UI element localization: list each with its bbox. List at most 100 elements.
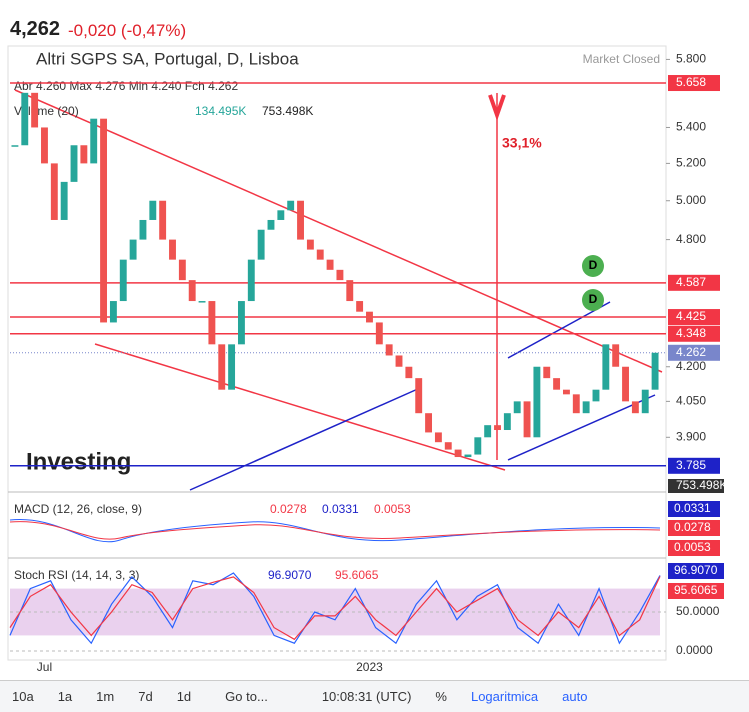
y-tick-label: 4.200 [676,359,706,373]
candle [277,210,285,220]
candle [70,145,78,182]
candle [543,366,551,379]
stoch-value: 96.9070 [268,568,312,582]
toolbar-button[interactable]: 10:08:31 (UTC) [321,689,412,704]
y-tick-label: 4.800 [676,232,706,246]
candle [454,449,462,458]
marker-label: D [589,258,598,272]
y-tick-label: 5.000 [676,193,706,207]
candle [494,425,501,431]
marker [582,255,604,277]
toolbar-button[interactable]: Logaritmica [470,689,539,704]
candle [306,239,314,250]
candle [464,454,472,458]
frame [7,45,667,661]
candle [415,378,423,414]
toolbar-button[interactable]: Go to... [225,689,268,704]
candle [582,401,590,414]
toolbar-button[interactable]: auto [562,689,588,704]
candle [169,239,176,260]
level-tag [668,75,720,92]
toolbar-button[interactable]: 7d [138,689,153,704]
candle [267,219,275,230]
candle [188,280,196,302]
candle [622,366,629,402]
vol-tag [668,479,724,493]
y-tick-label: 5.400 [676,120,706,134]
candle [60,181,68,220]
marker-label: D [589,292,598,306]
macd-value: 0.0053 [374,502,411,516]
candle [287,200,295,211]
candle [90,118,98,164]
level-label: 5.658 [676,75,706,89]
candle [100,118,108,323]
candle [651,352,659,390]
toolbar-button[interactable]: 1a [57,689,73,704]
axis-tag [668,540,720,556]
candle [572,394,580,414]
candle [385,344,393,356]
candle [109,301,117,323]
candle [641,389,649,414]
level-label: 4.348 [676,326,706,340]
candle [631,401,639,414]
axis-tag-label: 0.0053 [674,540,711,554]
level-tag [668,457,720,474]
x-tick-label: 2023 [356,660,383,674]
level-tag [668,309,720,326]
candle [562,389,570,395]
candle [119,259,127,302]
macd-value: 0.0278 [270,502,307,516]
candle [228,344,236,390]
y-tick-label: 5.800 [676,52,706,66]
candle [139,219,147,240]
candle [129,239,137,260]
candle [346,280,354,302]
ohlc: Abr 4.260 Max 4.276 Min 4.240 Fch 4.262 [14,79,238,93]
candle [41,127,48,164]
candle [297,200,304,240]
candle [257,229,265,260]
level-label: 4.587 [676,275,706,289]
y-tick-label: 3.900 [676,429,706,443]
macd-title: MACD (12, 26, close, 9) [14,502,142,516]
watermark: Investing [26,448,131,475]
candle [218,344,226,390]
stoch-value: 95.6065 [335,568,379,582]
toolbar-button[interactable]: % [435,689,447,704]
stoch-title: Stoch RSI (14, 14, 3, 3) [14,568,139,582]
signal-line [9,521,661,540]
volume-label: Volume (20) [14,104,79,118]
price: 4,262 [10,18,61,40]
candle [11,145,19,147]
candle [425,413,433,433]
marker [582,289,604,311]
candle [553,378,561,390]
y-tick-label: 50.0000 [676,604,720,618]
axis-tag [668,563,724,579]
chart: D D 33,1% Investing Altri SGPS SA, Portu… [7,45,724,675]
axis-tag [668,583,724,599]
stoch-line [9,576,661,641]
axis-tag [668,501,720,517]
candle [395,355,403,367]
toolbar-button[interactable]: 1m [96,689,115,704]
macd-value: 0.0331 [322,502,359,516]
candle [592,389,600,402]
trendlines [14,89,663,471]
candle [444,442,452,450]
toolbar-button[interactable]: 1d [176,689,192,704]
candle [178,259,186,281]
candle [247,259,255,302]
level-label: 3.785 [676,458,706,472]
change: -0,020 (-0,47%) [68,21,187,40]
toolbar-button[interactable]: 10a [12,689,34,704]
y-tick-label: 0.0000 [676,643,713,657]
volume-value: 753.498K [262,104,313,118]
y-tick-label: 5.200 [676,156,706,170]
candle [434,432,442,443]
axis-tag-label: 95.6065 [674,583,718,597]
candle [503,413,511,431]
